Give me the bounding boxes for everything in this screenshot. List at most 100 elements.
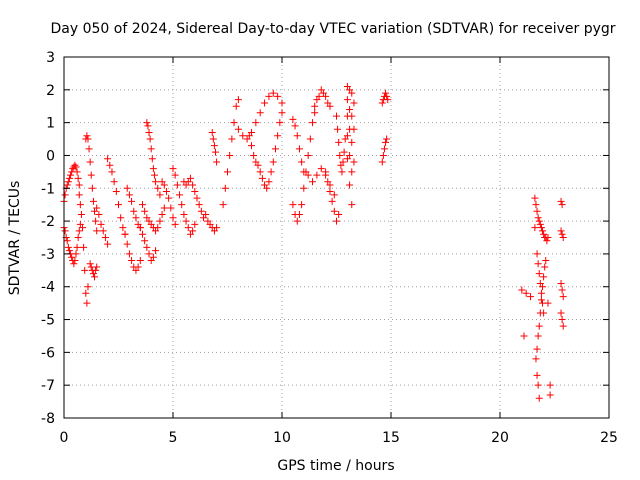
data-point: [176, 191, 184, 199]
data-point: [534, 260, 542, 268]
y-tick-label: -5: [41, 313, 55, 329]
data-point: [160, 204, 168, 212]
data-point: [559, 322, 567, 330]
data-point: [348, 201, 356, 209]
data-point: [382, 89, 390, 97]
data-point: [265, 92, 273, 100]
data-point: [276, 119, 284, 127]
data-point: [350, 99, 358, 107]
data-point: [557, 227, 565, 235]
data-point: [274, 92, 282, 100]
data-point: [169, 214, 177, 222]
data-point: [324, 178, 332, 186]
data-point: [518, 286, 526, 294]
data-points: [60, 83, 567, 402]
data-point: [134, 263, 142, 271]
data-point: [535, 270, 543, 278]
data-point: [271, 145, 279, 153]
data-point: [304, 151, 312, 159]
data-point: [75, 191, 83, 199]
data-point: [348, 138, 356, 146]
data-point: [191, 220, 199, 228]
data-point: [112, 188, 120, 196]
data-point: [123, 184, 131, 192]
data-point: [123, 240, 131, 248]
data-point: [152, 247, 160, 255]
data-point: [269, 158, 277, 166]
data-point: [304, 171, 312, 179]
data-point: [212, 148, 220, 156]
data-point: [383, 92, 391, 100]
data-point: [295, 211, 303, 219]
data-point: [72, 163, 80, 171]
y-tick-label: -2: [41, 214, 55, 230]
axis-ticks: 0 5 10 15 20 25 -8 -7 -6 -5 -4 -3 -2 -1 0 1 2 3: [41, 50, 618, 446]
data-point: [542, 256, 550, 264]
data-point: [117, 214, 125, 222]
data-point: [293, 217, 301, 225]
data-point: [278, 109, 286, 117]
data-point: [73, 168, 81, 176]
data-point: [160, 181, 168, 189]
data-point: [158, 211, 166, 219]
data-point: [520, 332, 528, 340]
data-point: [104, 155, 112, 163]
data-point: [309, 178, 317, 186]
data-point: [61, 227, 69, 235]
data-point: [317, 165, 325, 173]
data-point: [221, 184, 229, 192]
data-point: [91, 273, 99, 281]
data-point: [70, 260, 78, 268]
data-point: [169, 165, 177, 173]
data-point: [121, 230, 129, 238]
data-point: [226, 151, 234, 159]
data-point: [101, 234, 109, 241]
data-point: [125, 250, 133, 258]
data-point: [346, 106, 354, 114]
data-point: [148, 155, 156, 163]
data-point: [83, 132, 91, 140]
data-point: [537, 296, 545, 304]
data-point: [97, 220, 105, 228]
data-point: [93, 204, 101, 212]
data-point: [534, 214, 542, 222]
grid-layer: [64, 57, 609, 418]
data-point: [348, 89, 356, 97]
data-point: [544, 299, 552, 307]
data-point: [92, 266, 100, 274]
data-point: [71, 161, 79, 169]
y-tick-label: -3: [41, 247, 55, 263]
data-point: [334, 125, 342, 133]
data-point: [250, 151, 258, 159]
data-point: [86, 260, 94, 268]
data-point: [531, 194, 539, 202]
data-point: [228, 135, 236, 143]
data-point: [335, 138, 343, 146]
data-point: [154, 184, 162, 192]
data-point: [209, 135, 217, 143]
data-point: [322, 92, 330, 100]
data-point: [83, 299, 91, 307]
data-point: [141, 207, 149, 215]
data-point: [328, 197, 336, 205]
data-point: [382, 138, 390, 146]
data-point: [326, 188, 334, 196]
x-tick-label: 10: [273, 430, 291, 446]
x-axis-label: GPS time / hours: [277, 458, 394, 474]
data-point: [537, 224, 545, 232]
data-point: [527, 293, 535, 301]
data-point: [252, 119, 260, 127]
data-point: [380, 145, 388, 153]
data-point: [265, 178, 273, 186]
data-point: [189, 181, 197, 189]
data-point: [141, 237, 149, 245]
data-point: [167, 204, 175, 212]
data-point: [162, 188, 170, 196]
x-tick-label: 0: [60, 430, 69, 446]
y-tick-label: -6: [41, 345, 55, 361]
data-point: [322, 168, 330, 176]
data-point: [532, 201, 540, 209]
y-tick-label: -7: [41, 378, 55, 394]
data-point: [87, 171, 95, 179]
data-point: [340, 148, 348, 156]
